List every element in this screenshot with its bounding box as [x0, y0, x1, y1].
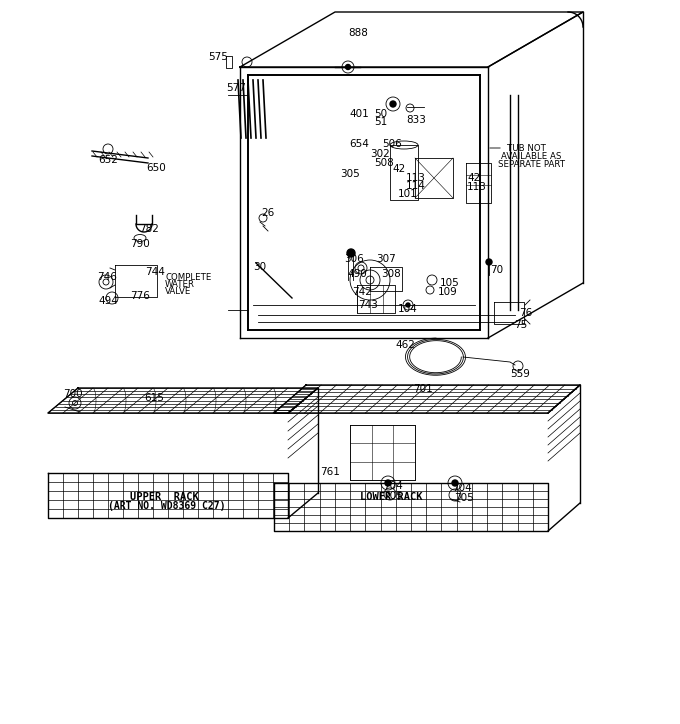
- Text: 109: 109: [438, 287, 458, 297]
- Text: 75: 75: [514, 320, 527, 330]
- Text: 743: 743: [358, 300, 378, 310]
- Text: 113: 113: [467, 182, 487, 192]
- Circle shape: [406, 303, 410, 307]
- Text: 559: 559: [510, 369, 530, 379]
- Circle shape: [390, 101, 396, 107]
- Text: 101: 101: [398, 189, 418, 199]
- Circle shape: [345, 64, 350, 70]
- Text: 776: 776: [130, 291, 150, 301]
- Text: 306: 306: [344, 254, 364, 264]
- Text: 302: 302: [370, 149, 390, 159]
- Text: WATER: WATER: [165, 280, 195, 289]
- Text: 652: 652: [98, 155, 118, 165]
- Text: 105: 105: [440, 278, 460, 288]
- Text: COMPLETE: COMPLETE: [165, 273, 211, 282]
- Text: 888: 888: [348, 28, 368, 38]
- Text: 401: 401: [349, 109, 369, 119]
- Text: 114: 114: [406, 181, 426, 191]
- Text: TUB NOT: TUB NOT: [507, 144, 546, 153]
- Text: VALVE: VALVE: [165, 287, 191, 296]
- Text: 701: 701: [413, 384, 432, 394]
- Text: 26: 26: [261, 208, 274, 218]
- Text: AVAILABLE AS: AVAILABLE AS: [501, 152, 562, 161]
- Text: 494: 494: [98, 296, 118, 306]
- Text: 113: 113: [406, 173, 426, 183]
- Text: (ART NO. WD8369 C27): (ART NO. WD8369 C27): [108, 501, 226, 511]
- Text: 577: 577: [226, 83, 246, 93]
- Text: 790: 790: [130, 239, 150, 249]
- Text: 650: 650: [146, 163, 166, 173]
- Text: 42: 42: [392, 164, 405, 174]
- Circle shape: [347, 249, 355, 257]
- Text: 700: 700: [63, 389, 83, 399]
- Text: 508: 508: [374, 158, 394, 168]
- Text: 654: 654: [349, 139, 369, 149]
- Text: 51: 51: [374, 117, 387, 127]
- Text: 761: 761: [320, 467, 340, 477]
- Text: 744: 744: [145, 267, 165, 277]
- Circle shape: [486, 259, 492, 265]
- Text: 462: 462: [395, 340, 415, 350]
- Text: 506: 506: [382, 139, 402, 149]
- Text: 742: 742: [352, 287, 372, 297]
- Text: 490: 490: [347, 269, 367, 279]
- Text: 305: 305: [340, 169, 360, 179]
- Text: 746: 746: [97, 272, 117, 282]
- Text: 705: 705: [454, 493, 474, 503]
- Text: 833: 833: [406, 115, 426, 125]
- Text: 704: 704: [452, 483, 472, 493]
- Text: 30: 30: [253, 262, 266, 272]
- Text: 70: 70: [490, 265, 503, 275]
- Text: 704: 704: [383, 481, 403, 491]
- Text: 50: 50: [374, 109, 387, 119]
- Text: 782: 782: [139, 224, 159, 234]
- Text: 705: 705: [383, 491, 403, 501]
- Text: 575: 575: [208, 52, 228, 62]
- Text: SEPARATE PART: SEPARATE PART: [498, 160, 565, 169]
- Text: 307: 307: [376, 254, 396, 264]
- Text: 76: 76: [519, 308, 532, 318]
- Text: 42: 42: [467, 173, 480, 183]
- Circle shape: [385, 480, 391, 486]
- Text: LOWER RACK: LOWER RACK: [360, 492, 422, 502]
- Text: UPPER  RACK: UPPER RACK: [130, 492, 199, 502]
- Text: 615: 615: [144, 393, 164, 403]
- Circle shape: [452, 480, 458, 486]
- Text: 308: 308: [381, 269, 401, 279]
- Text: 104: 104: [398, 304, 418, 314]
